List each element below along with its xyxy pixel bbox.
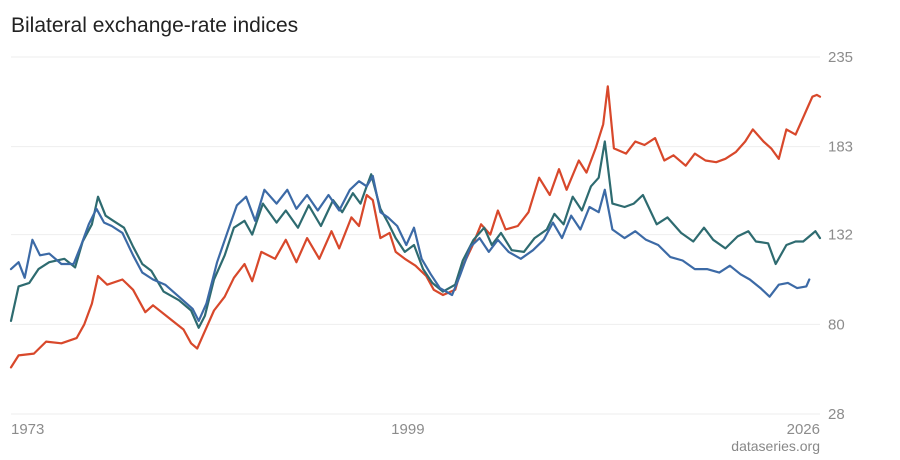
y-tick-label: 28	[828, 406, 845, 423]
y-tick-label: 80	[828, 316, 845, 333]
x-tick-label: 1999	[391, 421, 424, 438]
source-label: dataseries.org	[731, 438, 820, 454]
chart-title: Bilateral exchange-rate indices	[11, 14, 299, 37]
y-axis-ticks: 28 80 132 183 235	[828, 49, 853, 423]
series-line-2	[9, 140, 822, 329]
x-axis-ticks: 1973 1999 2026	[11, 421, 820, 438]
series-line-1	[9, 85, 822, 369]
series-line-3	[9, 174, 811, 322]
y-tick-label: 132	[828, 227, 853, 244]
series-lines	[9, 85, 822, 369]
x-tick-label: 1973	[11, 421, 44, 438]
y-tick-label: 183	[828, 139, 853, 156]
y-tick-label: 235	[828, 49, 853, 66]
x-tick-label: 2026	[787, 421, 820, 438]
